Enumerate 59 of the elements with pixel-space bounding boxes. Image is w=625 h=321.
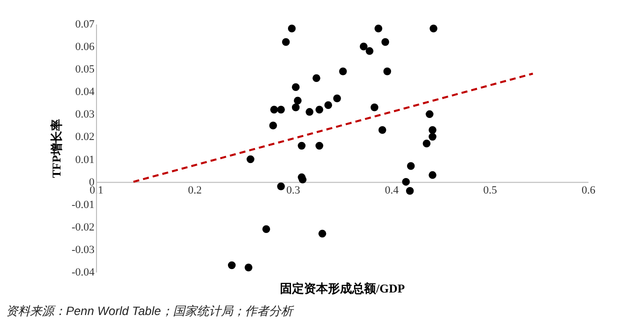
point [426, 110, 434, 118]
point [333, 94, 341, 102]
point [269, 122, 277, 130]
x-tick-label: 0.1 [90, 184, 104, 196]
point [306, 108, 314, 116]
point [262, 225, 270, 234]
y-tick-label: 0.01 [75, 154, 94, 166]
point [318, 230, 326, 238]
point [298, 176, 307, 184]
point [282, 38, 290, 46]
point [298, 142, 306, 150]
point [428, 171, 436, 179]
point [383, 67, 392, 76]
point [324, 101, 332, 110]
point [339, 67, 347, 76]
y-tick-label: 0.03 [75, 108, 95, 121]
y-axis-title: TFP增长率 [50, 119, 64, 178]
point [366, 47, 374, 55]
point [292, 104, 300, 112]
point [292, 83, 300, 91]
y-tick-label: -0.04 [72, 266, 95, 278]
point [407, 162, 415, 170]
point [294, 96, 302, 105]
point [277, 106, 285, 114]
point [288, 24, 296, 32]
y-tick-label: 0.07 [75, 18, 95, 30]
point [406, 186, 414, 195]
point [428, 132, 436, 141]
x-tick-label: 0.6 [582, 184, 596, 196]
y-tick-label: -0.01 [72, 198, 94, 211]
point [270, 106, 278, 114]
point [315, 106, 324, 114]
point [381, 38, 390, 46]
y-tick-label: 0.02 [75, 131, 94, 144]
x-tick-label: 0.2 [188, 184, 202, 196]
point [374, 24, 382, 32]
point [402, 178, 410, 186]
point [315, 142, 324, 150]
y-tick-label: -0.03 [72, 244, 95, 256]
point [428, 126, 436, 134]
y-tick-label: 0.04 [75, 86, 95, 98]
text: 资料来源：Penn World Table；国家统计局；作者分析 [6, 303, 293, 320]
y-tick-label: 0.05 [75, 64, 95, 76]
point [246, 155, 254, 164]
point [430, 24, 438, 32]
y-tick-label: -0.02 [72, 221, 94, 234]
point [370, 104, 378, 112]
x-tick-label: 0.5 [483, 184, 498, 196]
point [244, 264, 252, 272]
point [378, 126, 386, 134]
x-tick-label: 0.4 [384, 184, 400, 196]
y-tick-label: 0.06 [75, 41, 95, 54]
point [228, 261, 236, 270]
x-tick-label: 0.3 [286, 184, 301, 196]
x-axis-title: 固定资本形成总额/GDP [280, 282, 405, 296]
point [312, 74, 320, 82]
point [277, 182, 285, 190]
point [422, 140, 430, 148]
point [360, 42, 368, 50]
